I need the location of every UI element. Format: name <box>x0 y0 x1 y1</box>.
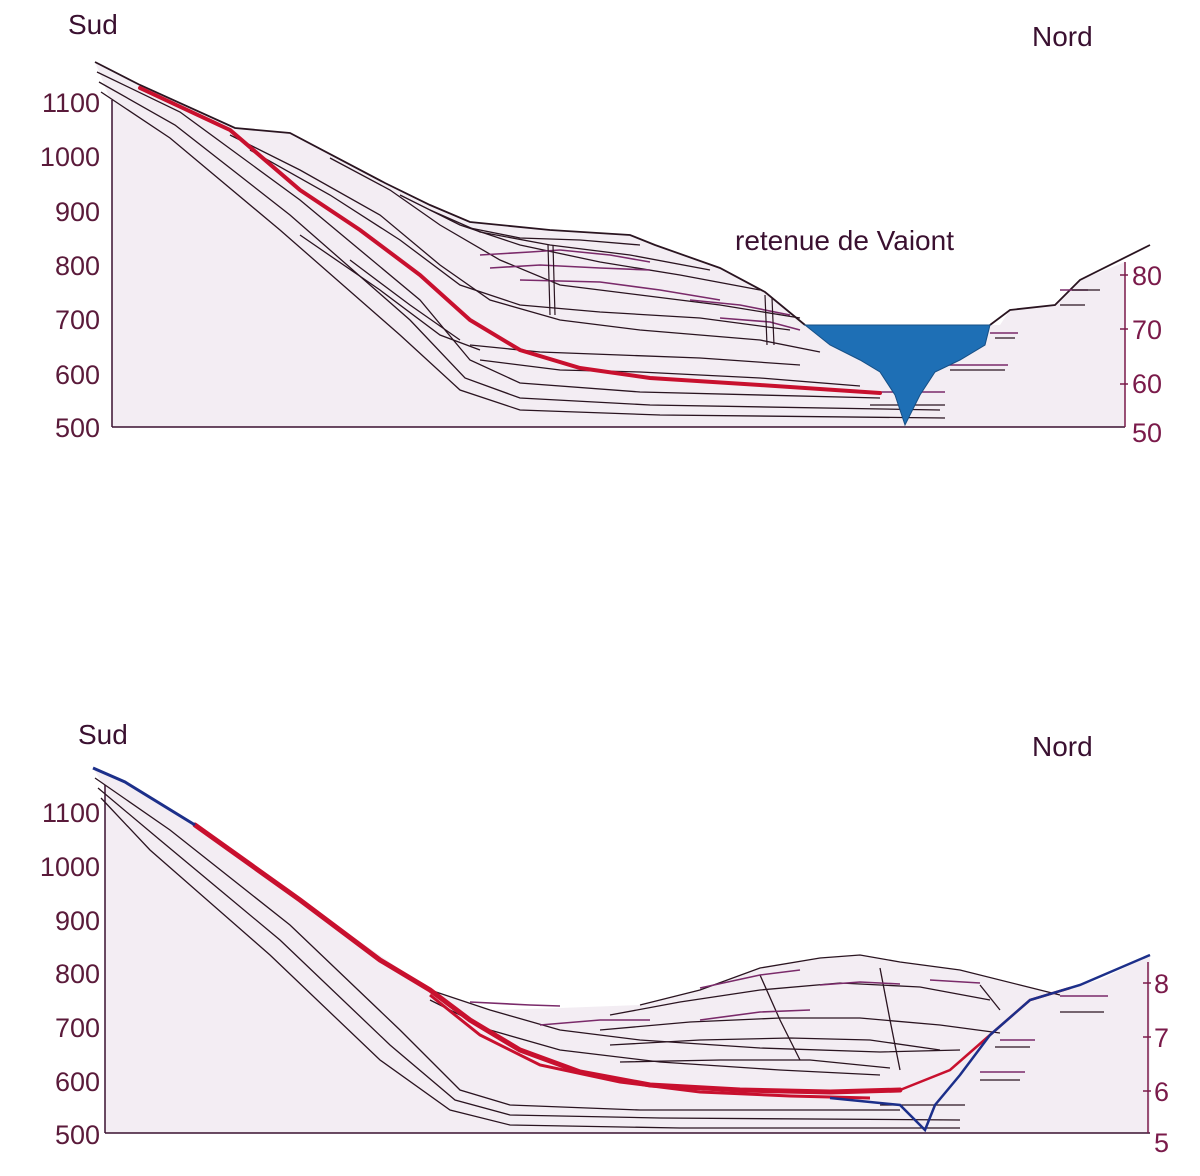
label-sud: Sud <box>78 719 128 750</box>
label-nord: Nord <box>1032 21 1093 52</box>
left-axis-ticks: 1100 1000 900 800 700 600 500 <box>40 88 100 443</box>
right-tick-8: 8 <box>1154 969 1169 999</box>
right-axis-ticks: 8 7 6 5 <box>1143 969 1169 1158</box>
left-tick-800: 800 <box>55 959 100 989</box>
right-tick-50: 50 <box>1132 418 1162 448</box>
left-tick-600: 600 <box>55 360 100 390</box>
strata-lines <box>94 777 1061 1129</box>
section-after-slide: 1100 1000 900 800 700 600 500 8 7 6 5 Su… <box>0 700 1200 1171</box>
right-axis-ticks: 80 70 60 50 <box>1120 261 1162 448</box>
right-tick-5: 5 <box>1154 1128 1169 1158</box>
strata-lines <box>96 71 946 419</box>
cross-section-before: 1100 1000 900 800 700 600 500 80 70 60 5… <box>40 9 1162 448</box>
right-tick-70: 70 <box>1132 315 1162 345</box>
left-tick-1000: 1000 <box>40 852 100 882</box>
slip-surface <box>192 822 903 1095</box>
left-tick-1100: 1100 <box>42 798 100 828</box>
left-tick-500: 500 <box>55 413 100 443</box>
right-tick-6: 6 <box>1154 1077 1169 1107</box>
section-before-slide: 1100 1000 900 800 700 600 500 80 70 60 5… <box>0 0 1200 470</box>
right-tick-60: 60 <box>1132 369 1162 399</box>
bedding-lines <box>469 969 1108 1073</box>
left-tick-700: 700 <box>55 305 100 335</box>
left-tick-1100: 1100 <box>42 88 100 118</box>
left-tick-900: 900 <box>55 906 100 936</box>
left-tick-700: 700 <box>55 1013 100 1043</box>
fault-marks <box>547 244 775 346</box>
vaiont-reservoir <box>803 324 991 427</box>
left-tick-500: 500 <box>55 1120 100 1150</box>
left-axis-ticks: 1100 1000 900 800 700 600 500 <box>40 798 100 1150</box>
label-sud: Sud <box>68 9 118 40</box>
left-tick-600: 600 <box>55 1067 100 1097</box>
reservoir-label: retenue de Vaiont <box>735 225 954 256</box>
left-tick-1000: 1000 <box>40 142 100 172</box>
right-tick-80: 80 <box>1132 261 1162 291</box>
left-tick-800: 800 <box>55 251 100 281</box>
left-tick-900: 900 <box>55 197 100 227</box>
terrain-surface-north <box>989 244 1151 326</box>
cross-section-after: 1100 1000 900 800 700 600 500 8 7 6 5 Su… <box>40 719 1169 1158</box>
terrain-outline-after <box>92 766 196 827</box>
label-nord: Nord <box>1032 731 1093 762</box>
right-tick-7: 7 <box>1154 1023 1169 1053</box>
slip-surface <box>138 86 882 395</box>
terrain-outline-north <box>829 953 1151 1133</box>
terrain-surface <box>94 61 806 326</box>
slip-surface-secondary <box>429 993 871 1100</box>
